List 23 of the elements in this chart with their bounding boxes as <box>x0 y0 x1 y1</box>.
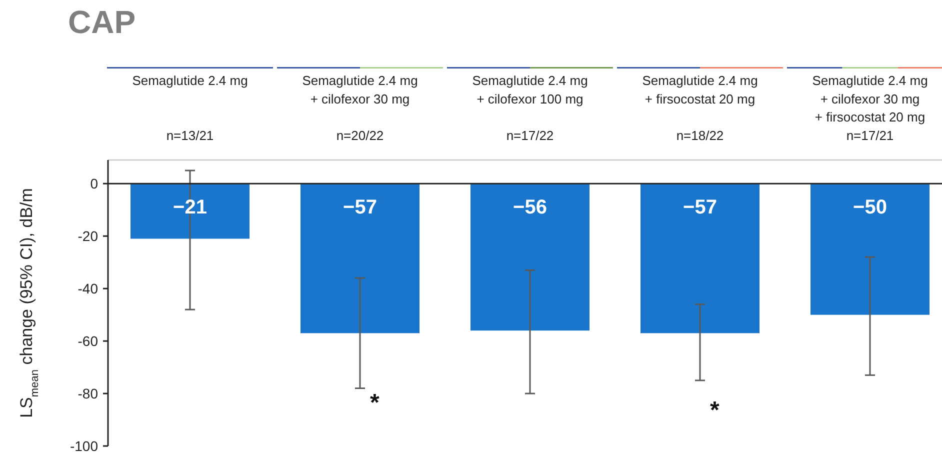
data-label: −57 <box>683 196 717 219</box>
chart-title: CAP <box>68 4 136 40</box>
y-tick-label: -40 <box>78 280 98 296</box>
text: n=20/22 <box>336 128 384 143</box>
x-tick-label: Semaglutide 2.4 mg + cilofexor 100 mg <box>472 73 588 106</box>
y-tick-label: 0 <box>90 176 98 192</box>
y-tick-label: -80 <box>78 385 98 402</box>
text: n=18/22 <box>676 128 724 143</box>
text: n=17/21 <box>846 128 894 143</box>
y-tick-label: -20 <box>78 228 98 244</box>
annotation: * <box>710 397 720 424</box>
x-tick-label: Semaglutide 2.4 mg <box>132 73 248 88</box>
x-tick-label: Semaglutide 2.4 mg + firsocostat 20 mg <box>642 73 758 106</box>
data-label: −21 <box>173 196 207 219</box>
x-tick-label: Semaglutide 2.4 mg + cilofexor 30 mg <box>302 73 418 106</box>
annotation: * <box>370 389 380 416</box>
data-label: −50 <box>853 196 887 219</box>
data-label: −57 <box>343 196 377 219</box>
y-tick-label: -100 <box>70 438 98 454</box>
text: n=17/22 <box>506 128 554 143</box>
text: n=13/21 <box>166 128 214 143</box>
data-label: −56 <box>513 196 547 219</box>
y-tick-label: -60 <box>78 332 98 349</box>
